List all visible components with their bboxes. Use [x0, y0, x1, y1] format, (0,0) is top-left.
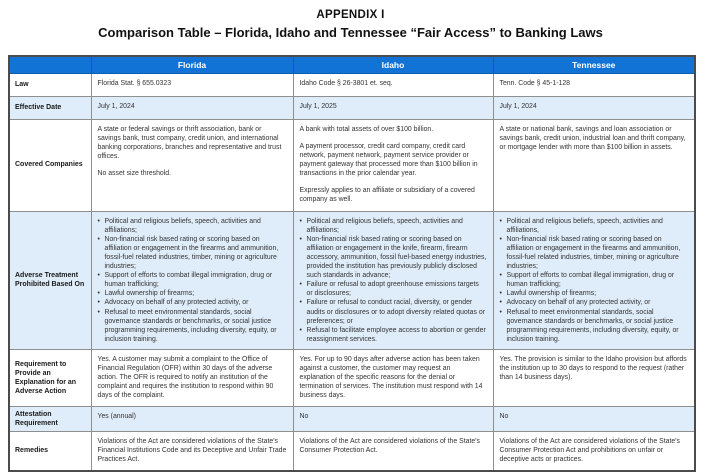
cell-paragraph: Violations of the Act are considered vio…	[499, 438, 680, 464]
header-cell-idaho: Idaho	[292, 55, 494, 74]
table-cell: July 1, 2024	[492, 95, 696, 120]
table-cell: No	[292, 406, 494, 433]
cell-paragraph: A state or national bank, savings and lo…	[499, 125, 686, 151]
row-label: Covered Companies	[8, 118, 92, 212]
bullet-item: Refusal to facilitate employee access to…	[300, 326, 487, 344]
appendix-heading: APPENDIX I	[316, 9, 385, 21]
bullet-item: Political and religious beliefs, speech,…	[98, 217, 287, 235]
bullet-item: Political and religious beliefs, speech,…	[300, 217, 487, 235]
bullet-item: Lawful ownership of firearms;	[500, 289, 689, 298]
table-row: Requirement to Provide an Explanation fo…	[8, 349, 696, 408]
cell-paragraph: July 1, 2024	[499, 102, 537, 110]
cell-paragraph: Tenn. Code § 45-1-128	[499, 79, 571, 87]
table-cell: Yes. A customer may submit a complaint t…	[90, 349, 294, 408]
bullet-item: Failure or refusal to adopt greenhouse e…	[300, 280, 487, 298]
bullet-item: Advocacy on behalf of any protected acti…	[98, 298, 287, 307]
table-row: Remedies Violations of the Act are consid…	[8, 431, 696, 472]
cell-paragraph: Violations of the Act are considered vio…	[299, 438, 480, 455]
comparison-table: Florida Idaho Tennessee Law Florida Stat.…	[8, 55, 696, 472]
table-cell: A bank with total assets of over $100 bi…	[292, 118, 494, 212]
table-cell: Violations of the Act are considered vio…	[492, 431, 696, 472]
table-cell: Yes. For up to 90 days after adverse act…	[292, 349, 494, 408]
table-cell: Violations of the Act are considered vio…	[90, 431, 294, 472]
table-cell: Political and religious beliefs, speech,…	[492, 210, 696, 351]
cell-paragraph: July 1, 2024	[97, 102, 135, 110]
page-title: APPENDIX I Comparison Table – Florida, I…	[0, 0, 701, 40]
cell-paragraph: A payment processor, credit card company…	[299, 142, 478, 177]
bullet-list: Political and religious beliefs, speech,…	[98, 217, 287, 345]
bullet-item: Non-financial risk based rating or scori…	[98, 235, 287, 271]
row-label: Attestation Requirement	[8, 406, 92, 433]
cell-paragraph: No asset size threshold.	[97, 169, 172, 177]
bullet-list: Political and religious beliefs, speech,…	[500, 217, 689, 345]
cell-paragraph: July 1, 2025	[299, 102, 337, 110]
row-label: Requirement to Provide an Explanation fo…	[8, 349, 92, 408]
table-cell: Political and religious beliefs, speech,…	[292, 210, 494, 351]
cell-paragraph: Expressly applies to an affiliate or sub…	[299, 187, 475, 204]
cell-paragraph: Yes. For up to 90 days after adverse act…	[299, 356, 483, 400]
header-cell-tennessee: Tennessee	[492, 55, 696, 74]
table-cell: No	[492, 406, 696, 433]
bullet-item: Non-financial risk based rating or scori…	[500, 235, 689, 271]
table-row: Attestation Requirement Yes (annual) No No	[8, 406, 696, 433]
cell-paragraph: Violations of the Act are considered vio…	[97, 438, 287, 464]
cell-paragraph: A bank with total assets of over $100 bi…	[299, 125, 434, 133]
cell-paragraph: Florida Stat. § 655.0323	[97, 79, 172, 87]
cell-paragraph: Yes. A customer may submit a complaint t…	[97, 356, 274, 400]
row-label: Law	[8, 72, 92, 97]
table-cell: A state or national bank, savings and lo…	[492, 118, 696, 212]
table-cell: Florida Stat. § 655.0323	[90, 72, 294, 97]
table-cell: Violations of the Act are considered vio…	[292, 431, 494, 472]
table-cell: July 1, 2025	[292, 95, 494, 120]
header-row: Florida Idaho Tennessee	[8, 55, 696, 74]
header-cell-blank	[8, 55, 92, 74]
bullet-item: Refusal to meet environmental standards,…	[500, 308, 689, 344]
cell-paragraph: No	[499, 413, 509, 421]
cell-paragraph: Yes. The provision is similar to the Ida…	[499, 356, 687, 382]
table-cell: Yes (annual)	[90, 406, 294, 433]
comparison-table-heading: Comparison Table – Florida, Idaho and Te…	[98, 25, 603, 40]
table-cell: A state or federal savings or thrift ass…	[90, 118, 294, 212]
table-cell: Political and religious beliefs, speech,…	[90, 210, 294, 351]
bullet-item: Failure or refusal to conduct racial, di…	[300, 298, 487, 325]
cell-paragraph: No	[299, 413, 309, 421]
cell-paragraph: A state or federal savings or thrift ass…	[97, 125, 282, 160]
cell-paragraph: Idaho Code § 26-3801 et. seq.	[299, 79, 393, 87]
table-row: Covered Companies A state or federal savi…	[8, 118, 696, 212]
table-body: Law Florida Stat. § 655.0323 Idaho Code § …	[8, 72, 696, 472]
bullet-item: Advocacy on behalf of any protected acti…	[500, 298, 689, 307]
table-row: Effective Date July 1, 2024 July 1, 2025 Ju…	[8, 95, 696, 120]
table-row: Adverse Treatment Prohibited Based On Pol…	[8, 210, 696, 351]
table-cell: July 1, 2024	[90, 95, 294, 120]
bullet-item: Non-financial risk based rating or scori…	[300, 235, 487, 281]
bullet-item: Support of efforts to combat illegal imm…	[500, 271, 689, 289]
row-label: Remedies	[8, 431, 92, 472]
table-cell: Idaho Code § 26-3801 et. seq.	[292, 72, 494, 97]
table-cell: Tenn. Code § 45-1-128	[492, 72, 696, 97]
cell-paragraph: Yes (annual)	[97, 413, 136, 421]
row-label: Adverse Treatment Prohibited Based On	[8, 210, 92, 351]
row-label: Effective Date	[8, 95, 92, 120]
bullet-item: Support of efforts to combat illegal imm…	[98, 271, 287, 289]
table-cell: Yes. The provision is similar to the Ida…	[492, 349, 696, 408]
bullet-list: Political and religious beliefs, speech,…	[300, 217, 487, 345]
table-row: Law Florida Stat. § 655.0323 Idaho Code § …	[8, 72, 696, 97]
bullet-item: Political and religious beliefs, speech,…	[500, 217, 689, 235]
header-cell-florida: Florida	[90, 55, 294, 74]
bullet-item: Refusal to meet environmental standards,…	[98, 308, 287, 344]
bullet-item: Lawful ownership of firearms;	[98, 289, 287, 298]
